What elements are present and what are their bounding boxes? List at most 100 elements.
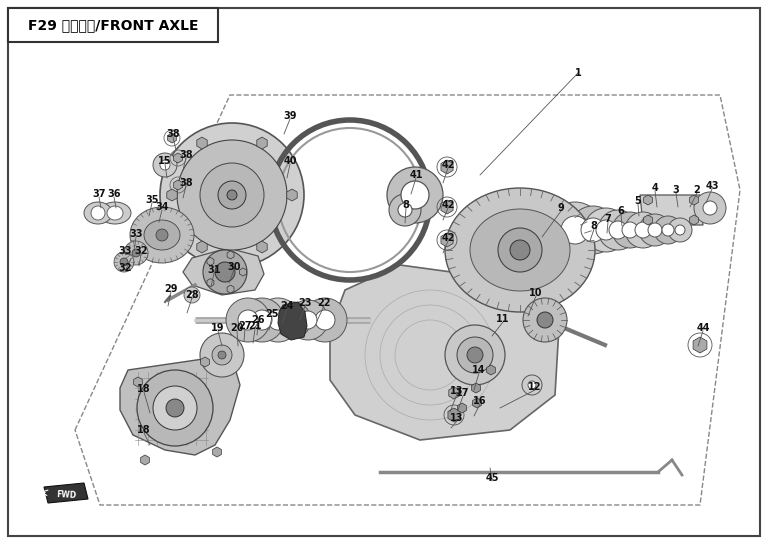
Text: 8: 8 [591,221,598,231]
Polygon shape [134,377,142,387]
Circle shape [401,181,429,209]
Polygon shape [174,180,182,190]
Polygon shape [640,195,703,225]
Polygon shape [167,189,177,201]
Text: 33: 33 [129,229,143,239]
Polygon shape [693,337,707,353]
Circle shape [523,298,567,342]
Polygon shape [441,160,453,174]
Circle shape [694,192,726,224]
Ellipse shape [99,202,131,224]
Polygon shape [330,265,560,440]
Text: 10: 10 [529,288,543,298]
Polygon shape [472,383,480,393]
Text: 29: 29 [164,284,177,294]
Circle shape [569,206,617,254]
Bar [8,8,218,42]
Polygon shape [690,215,698,225]
Text: 44: 44 [697,323,710,333]
Text: 16: 16 [473,396,487,406]
Circle shape [215,262,235,282]
Circle shape [240,298,284,342]
Text: 22: 22 [317,298,331,308]
Text: 40: 40 [283,156,296,166]
Text: 24: 24 [280,301,293,311]
Circle shape [218,351,226,359]
Polygon shape [257,241,267,253]
Circle shape [156,229,168,241]
Text: 5: 5 [634,196,641,206]
Text: 43: 43 [705,181,719,191]
Polygon shape [183,248,264,295]
Text: 2: 2 [694,185,700,195]
Text: 18: 18 [137,384,151,394]
Text: 12: 12 [528,382,541,392]
Text: 38: 38 [166,129,180,139]
Ellipse shape [445,188,595,312]
Text: 30: 30 [227,262,240,272]
Text: 42: 42 [442,160,455,170]
Text: 34: 34 [155,202,169,212]
Circle shape [522,375,542,395]
Circle shape [498,228,542,272]
Text: 17: 17 [456,388,470,398]
Text: 15: 15 [158,156,172,166]
Polygon shape [441,233,453,247]
Circle shape [387,167,443,223]
Text: 13: 13 [450,386,464,396]
Circle shape [528,381,536,389]
Polygon shape [227,285,234,293]
Circle shape [160,160,170,170]
Text: 7: 7 [604,214,611,224]
Circle shape [445,325,505,385]
Text: 4: 4 [651,183,658,193]
Circle shape [303,298,347,342]
Circle shape [675,225,685,235]
Polygon shape [167,133,177,143]
Ellipse shape [144,220,180,250]
Polygon shape [472,398,482,408]
Polygon shape [240,268,247,276]
Text: 32: 32 [134,246,147,256]
Circle shape [120,258,128,266]
Text: 20: 20 [230,323,243,333]
Polygon shape [141,455,149,465]
Circle shape [609,221,627,239]
Polygon shape [120,358,240,455]
Text: 8: 8 [402,200,409,210]
Text: 39: 39 [283,111,296,121]
Circle shape [288,300,328,340]
Text: 9: 9 [558,203,564,213]
Circle shape [584,208,628,252]
Circle shape [598,210,638,250]
Circle shape [467,347,483,363]
Text: 25: 25 [265,309,279,319]
Text: 31: 31 [207,265,220,275]
Circle shape [703,201,717,215]
Ellipse shape [470,209,570,291]
Polygon shape [197,241,207,253]
Text: 1: 1 [574,68,581,78]
Text: 18: 18 [137,425,151,435]
Text: 45: 45 [485,473,498,483]
Circle shape [227,190,237,200]
Text: FWD: FWD [56,490,76,500]
Circle shape [137,370,213,446]
Polygon shape [286,189,297,201]
Polygon shape [213,447,221,457]
Circle shape [581,218,605,242]
Polygon shape [644,195,652,205]
Ellipse shape [91,206,105,220]
Polygon shape [690,195,698,205]
Circle shape [200,333,244,377]
Circle shape [166,399,184,417]
Text: 37: 37 [92,189,106,199]
Polygon shape [449,387,459,399]
Circle shape [648,223,662,237]
Circle shape [639,214,671,246]
Circle shape [662,224,674,236]
Circle shape [252,310,272,330]
Circle shape [612,212,648,248]
Circle shape [668,218,692,242]
Text: 32: 32 [118,263,132,273]
